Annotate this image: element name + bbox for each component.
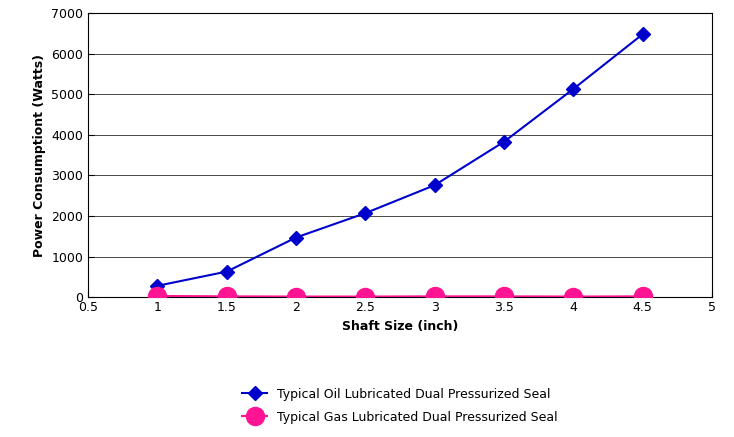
Typical Oil Lubricated Dual Pressurized Seal [500,139,509,144]
Typical Oil Lubricated Dual Pressurized Seal [361,211,370,216]
Typical Oil Lubricated Dual Pressurized Seal [569,87,578,92]
Typical Oil Lubricated Dual Pressurized Seal [291,235,300,240]
Typical Oil Lubricated Dual Pressurized Seal [222,269,231,274]
Line: Typical Oil Lubricated Dual Pressurized Seal: Typical Oil Lubricated Dual Pressurized … [153,29,647,291]
Typical Oil Lubricated Dual Pressurized Seal [153,283,161,288]
Typical Gas Lubricated Dual Pressurized Seal [500,294,509,299]
Typical Oil Lubricated Dual Pressurized Seal [639,31,647,37]
X-axis label: Shaft Size (inch): Shaft Size (inch) [342,320,458,333]
Line: Typical Gas Lubricated Dual Pressurized Seal: Typical Gas Lubricated Dual Pressurized … [148,287,652,305]
Typical Gas Lubricated Dual Pressurized Seal [153,293,161,298]
Typical Gas Lubricated Dual Pressurized Seal [639,294,647,299]
Y-axis label: Power Consumptiont (Watts): Power Consumptiont (Watts) [33,54,46,257]
Typical Gas Lubricated Dual Pressurized Seal [430,294,439,299]
Typical Gas Lubricated Dual Pressurized Seal [291,294,300,299]
Typical Gas Lubricated Dual Pressurized Seal [222,294,231,299]
Typical Oil Lubricated Dual Pressurized Seal [430,183,439,188]
Legend: Typical Oil Lubricated Dual Pressurized Seal, Typical Gas Lubricated Dual Pressu: Typical Oil Lubricated Dual Pressurized … [237,383,563,429]
Typical Gas Lubricated Dual Pressurized Seal [361,294,370,299]
Typical Gas Lubricated Dual Pressurized Seal [569,294,578,299]
